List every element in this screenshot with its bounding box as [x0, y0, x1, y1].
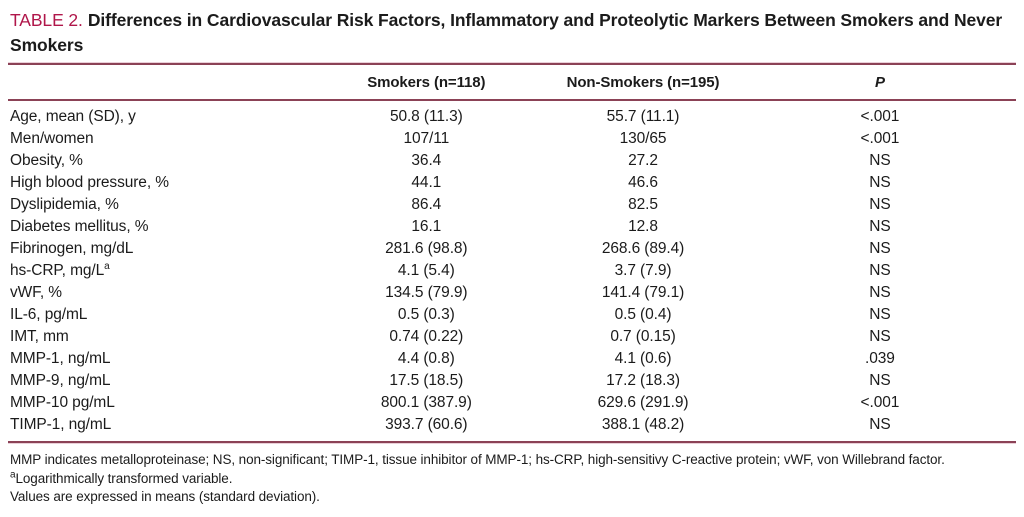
cell-smokers: 800.1 (387.9): [380, 394, 472, 411]
cell-smokers: 4.1 (5.4): [397, 262, 455, 279]
row-label: MMP-9, ng/mL: [10, 372, 111, 389]
col-header-smokers: Smokers (n=118): [310, 65, 543, 101]
cell-smokers: 134.5 (79.9): [385, 284, 468, 301]
header-row: Smokers (n=118) Non-Smokers (n=195) P: [8, 65, 1016, 101]
cell-non-smokers: 130/65: [619, 130, 667, 147]
row-label: IMT, mm: [10, 328, 69, 345]
table-row: Fibrinogen, mg/dL 281.6 (98.8) 268.6 (89.4…: [8, 238, 1016, 260]
table-row: MMP-9, ng/mL 17.5 (18.5) 17.2 (18.3) NS: [8, 370, 1016, 392]
cell-p-value: NS: [869, 372, 891, 389]
row-label: vWF, %: [10, 284, 62, 301]
risk-factors-table: Smokers (n=118) Non-Smokers (n=195) P Ag…: [8, 65, 1016, 441]
row-label: Obesity, %: [10, 152, 83, 169]
table-row: Age, mean (SD), y 50.8 (11.3) 55.7 (11.1) <…: [8, 100, 1016, 128]
cell-non-smokers: 4.1 (0.6): [614, 350, 672, 367]
cell-smokers: 86.4: [411, 196, 442, 213]
cell-smokers: 16.1: [411, 218, 442, 235]
row-label: MMP-10 pg/mL: [10, 394, 115, 411]
row-label: High blood pressure, %: [10, 174, 169, 191]
cell-non-smokers: 3.7 (7.9): [614, 262, 672, 279]
cell-non-smokers: 268.6 (89.4): [601, 240, 685, 257]
row-label: IL-6, pg/mL: [10, 306, 88, 323]
cell-non-smokers: 141.4 (79.1): [601, 284, 685, 301]
cell-smokers: 393.7 (60.6): [385, 416, 468, 433]
cell-smokers: 17.5 (18.5): [389, 372, 464, 389]
table-title-text: Differences in Cardiovascular Risk Facto…: [10, 10, 1003, 55]
cell-p-value: NS: [869, 328, 891, 345]
cell-p-value: .039: [865, 350, 895, 367]
cell-non-smokers: 82.5: [628, 196, 658, 213]
cell-p-value: NS: [869, 152, 891, 169]
table-row: IL-6, pg/mL 0.5 (0.3) 0.5 (0.4) NS: [8, 304, 1016, 326]
row-label: Diabetes mellitus, %: [10, 218, 149, 235]
cell-p-value: NS: [869, 262, 891, 279]
table-row: TIMP-1, ng/mL 393.7 (60.6) 388.1 (48.2) NS: [8, 414, 1016, 441]
footnote-line: Values are expressed in means (standard …: [10, 489, 320, 504]
footnotes: MMP indicates metalloproteinase; NS, non…: [10, 451, 1010, 507]
table-container: Smokers (n=118) Non-Smokers (n=195) P Ag…: [8, 63, 1016, 443]
cell-smokers: 50.8 (11.3): [389, 108, 463, 125]
cell-non-smokers: 0.5 (0.4): [614, 306, 672, 323]
cell-non-smokers: 27.2: [628, 152, 658, 169]
cell-p-value: <.001: [860, 108, 900, 125]
row-label: hs-CRP, mg/La: [10, 260, 110, 279]
cell-p-value: NS: [869, 174, 891, 191]
cell-smokers: 36.4: [411, 152, 442, 169]
cell-p-value: NS: [869, 306, 891, 323]
footnote-line: aLogarithmically transformed variable.: [10, 469, 233, 486]
cell-smokers: 44.1: [411, 174, 442, 191]
table-row: Obesity, % 36.4 27.2 NS: [8, 150, 1016, 172]
table-row: Diabetes mellitus, % 16.1 12.8 NS: [8, 216, 1016, 238]
row-label: TIMP-1, ng/mL: [10, 416, 112, 433]
row-label: MMP-1, ng/mL: [10, 350, 111, 367]
cell-p-value: NS: [869, 218, 891, 235]
col-header-non-smokers: Non-Smokers (n=195): [542, 65, 744, 101]
footnote-marker: a: [10, 469, 16, 480]
table-row: vWF, % 134.5 (79.9) 141.4 (79.1) NS: [8, 282, 1016, 304]
cell-p-value: <.001: [860, 394, 900, 411]
table-body: Age, mean (SD), y 50.8 (11.3) 55.7 (11.1) <…: [8, 100, 1016, 441]
cell-non-smokers: 12.8: [628, 218, 658, 235]
table-row: High blood pressure, % 44.1 46.6 NS: [8, 172, 1016, 194]
table-title: TABLE 2. Differences in Cardiovascular Ri…: [8, 0, 1016, 58]
table-row: Dyslipidemia, % 86.4 82.5 NS: [8, 194, 1016, 216]
cell-smokers: 0.74 (0.22): [389, 328, 464, 345]
cell-non-smokers: 46.6: [628, 174, 658, 191]
cell-p-value: NS: [869, 240, 891, 257]
table-number-label: TABLE 2.: [10, 10, 83, 30]
cell-p-value: NS: [869, 284, 891, 301]
row-label: Fibrinogen, mg/dL: [10, 240, 134, 257]
cell-p-value: NS: [869, 196, 891, 213]
cell-smokers: 0.5 (0.3): [397, 306, 455, 323]
cell-smokers: 4.4 (0.8): [397, 350, 455, 367]
cell-non-smokers: 629.6 (291.9): [597, 394, 689, 411]
cell-p-value: NS: [869, 416, 891, 433]
table-row: Men/women 107/11 130/65 <.001: [8, 128, 1016, 150]
footnote-marker: a: [104, 260, 110, 272]
table-row: MMP-10 pg/mL 800.1 (387.9) 629.6 (291.9) <.…: [8, 392, 1016, 414]
cell-smokers: 107/11: [403, 130, 450, 147]
table-row: MMP-1, ng/mL 4.4 (0.8) 4.1 (0.6) .039: [8, 348, 1016, 370]
row-label: Men/women: [10, 130, 94, 147]
row-label: Dyslipidemia, %: [10, 196, 119, 213]
col-header-empty: [8, 65, 311, 101]
table-row: IMT, mm 0.74 (0.22) 0.7 (0.15) NS: [8, 326, 1016, 348]
footnote-line: MMP indicates metalloproteinase; NS, non…: [10, 452, 945, 467]
cell-non-smokers: 0.7 (0.15): [610, 328, 676, 345]
cell-non-smokers: 17.2 (18.3): [606, 372, 680, 389]
cell-p-value: <.001: [860, 130, 900, 147]
cell-non-smokers: 388.1 (48.2): [601, 416, 685, 433]
row-label: Age, mean (SD), y: [10, 108, 136, 125]
cell-non-smokers: 55.7 (11.1): [606, 108, 680, 125]
cell-smokers: 281.6 (98.8): [385, 240, 468, 257]
table-row: hs-CRP, mg/La 4.1 (5.4) 3.7 (7.9) NS: [8, 260, 1016, 282]
col-header-p-value: P: [743, 65, 1016, 101]
